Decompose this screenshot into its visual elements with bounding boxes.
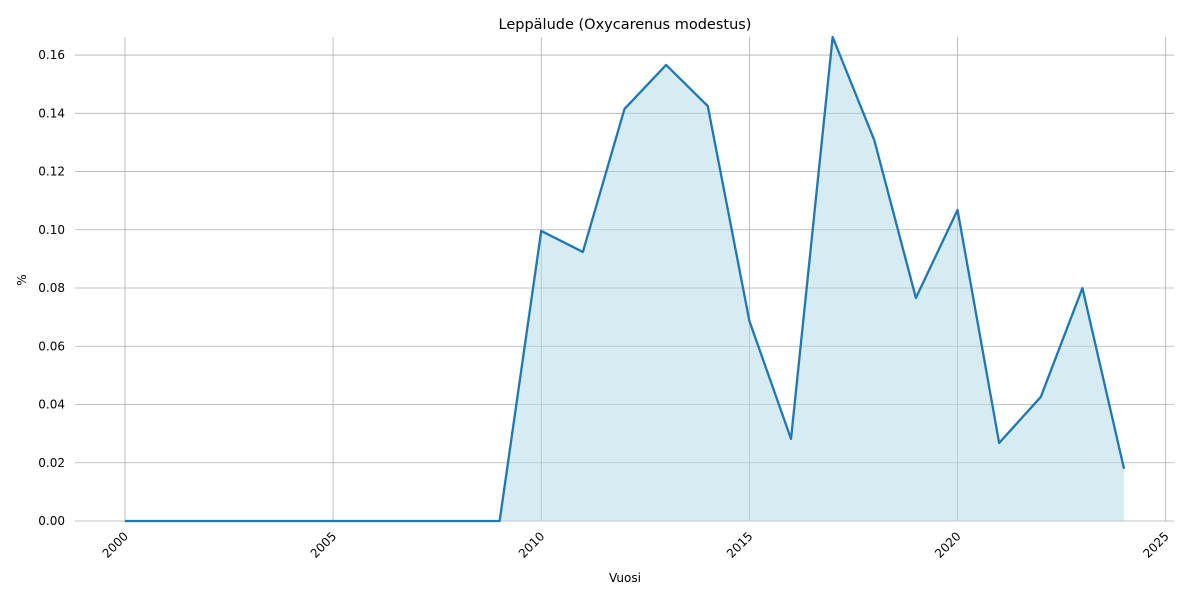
y-tick-label: 0.08 bbox=[38, 281, 65, 295]
line bbox=[124, 35, 1126, 523]
y-tick-label: 0.02 bbox=[38, 456, 65, 470]
y-tick-label: 0.12 bbox=[38, 165, 65, 179]
x-tick-label: 2020 bbox=[932, 529, 963, 560]
x-tick-label: 2000 bbox=[100, 529, 131, 560]
y-tick-label: 0.10 bbox=[38, 223, 65, 237]
area-fill bbox=[124, 37, 1125, 521]
x-tick-label: 2005 bbox=[308, 529, 339, 560]
chart-title: Leppälude (Oxycarenus modestus) bbox=[499, 17, 752, 33]
y-tick-label: 0.16 bbox=[38, 48, 65, 62]
x-axis-label: Vuosi bbox=[609, 571, 641, 585]
x-tick-label: 2015 bbox=[724, 529, 755, 560]
y-tick-label: 0.04 bbox=[38, 398, 65, 412]
y-tick-label: 0.14 bbox=[38, 106, 65, 120]
y-tick-label: 0.00 bbox=[38, 514, 65, 528]
y-axis-label: % bbox=[15, 274, 29, 285]
x-tick-label: 2025 bbox=[1140, 529, 1171, 560]
x-tick-label: 2010 bbox=[516, 529, 547, 560]
y-tick-label: 0.06 bbox=[38, 339, 65, 353]
